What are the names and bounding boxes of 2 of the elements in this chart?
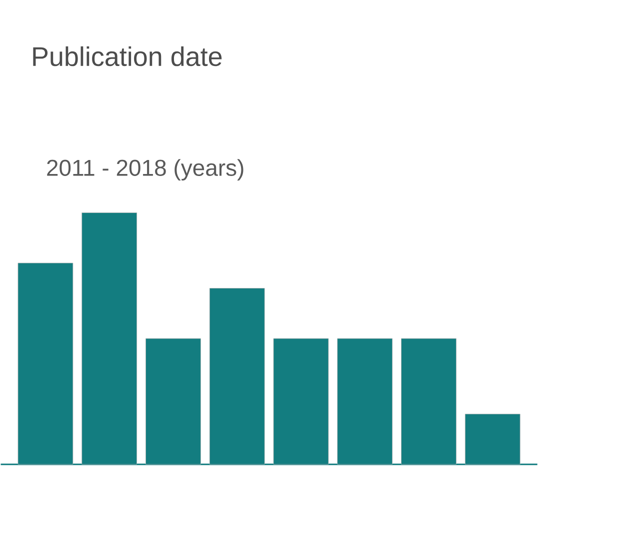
chart-subtitle: 2011 - 2018 (years)	[47, 158, 244, 180]
chart-title: Publication date	[33, 46, 222, 66]
